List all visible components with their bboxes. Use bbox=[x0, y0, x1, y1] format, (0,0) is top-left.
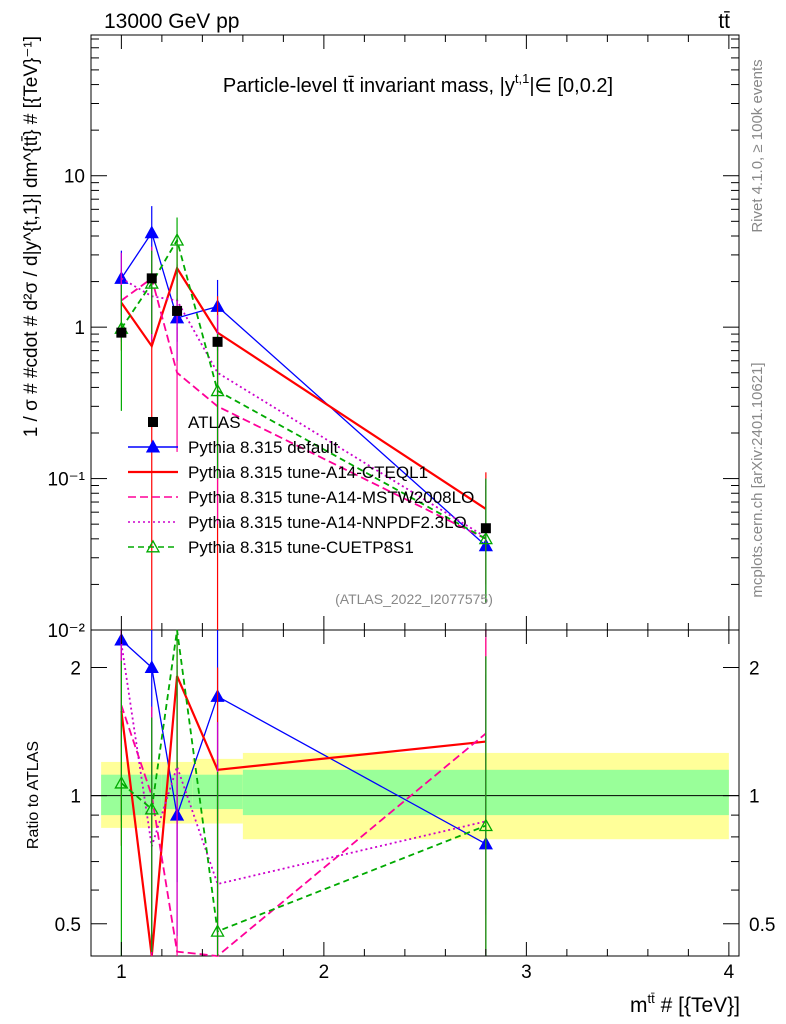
y-tick-label: 10 bbox=[64, 167, 85, 188]
atlas-data-point bbox=[172, 305, 183, 316]
main-series-marker bbox=[210, 383, 225, 397]
legend-marker bbox=[145, 439, 161, 453]
plot-title-main: Particle-level tt̄ invariant mass, |y bbox=[223, 75, 515, 97]
main-series-marker bbox=[478, 531, 493, 545]
x-tick-label: 1 bbox=[116, 962, 127, 983]
x-axis-label-tail: # [{TeV}] bbox=[655, 994, 740, 1017]
legend-label: Pythia 8.315 default bbox=[188, 438, 339, 457]
legend-marker bbox=[145, 539, 161, 553]
y-axis-label: 1 / σ # #cdot # d²σ / d|y^{t,1}| dm^{tt̄… bbox=[21, 36, 42, 437]
ratio-tick-label: 0.5 bbox=[55, 915, 81, 936]
plot-title: Particle-level tt̄ invariant mass, |yt,1… bbox=[223, 71, 613, 97]
ratio-tick-label-right: 2 bbox=[749, 659, 760, 680]
ratio-series-line bbox=[120, 705, 487, 957]
ratio-tick-label: 1 bbox=[70, 787, 81, 808]
legend: ATLAS Pythia 8.315 default Pythia 8.315 tu… bbox=[128, 413, 474, 557]
legend-label: Pythia 8.315 tune-A14-NNPDF2.3LO bbox=[188, 513, 467, 532]
ratio-series-line bbox=[120, 643, 487, 886]
rivet-label: Rivet 4.1.0, ≥ 100k events bbox=[749, 59, 766, 232]
atlas-data-point bbox=[146, 273, 157, 284]
plot-title-tail: |∈ [0,0.2] bbox=[529, 75, 613, 97]
mcplots-label: mcplots.cern.ch [arXiv:2401.10621] bbox=[749, 362, 766, 597]
legend-label: Pythia 8.315 tune-CUETP8S1 bbox=[188, 538, 414, 557]
ratio-series-group bbox=[114, 629, 493, 957]
axis-ticks: 1 2 3 4 10⁻² 10⁻¹ 1 10 0.5 0.5 1 1 2 2 bbox=[48, 35, 775, 983]
x-tick-label: 3 bbox=[521, 962, 532, 983]
atlas-data-point bbox=[480, 523, 491, 534]
ratio-tick-label-right: 0.5 bbox=[749, 915, 775, 936]
x-axis-label: mtt̄ # [{TeV}] bbox=[630, 991, 740, 1017]
legend-label: Pythia 8.315 tune-A14-MSTW2008LO bbox=[188, 488, 474, 507]
ratio-series-marker bbox=[210, 923, 225, 937]
main-series-line bbox=[120, 237, 487, 540]
y-tick-label: 10⁻¹ bbox=[48, 470, 86, 491]
ratio-series-marker bbox=[114, 775, 129, 789]
main-series-marker bbox=[144, 225, 159, 239]
ratio-series-marker bbox=[478, 818, 493, 832]
main-series-line bbox=[120, 276, 487, 540]
x-tick-label: 4 bbox=[724, 962, 735, 983]
ratio-tick-label: 2 bbox=[70, 659, 81, 680]
ratio-y-axis-label: Ratio to ATLAS bbox=[25, 741, 42, 849]
y-tick-label: 1 bbox=[74, 318, 85, 339]
analysis-id: (ATLAS_2022_I2077575) bbox=[335, 591, 493, 607]
legend-atlas-marker bbox=[148, 417, 158, 427]
atlas-data-point bbox=[212, 336, 223, 347]
ratio-series-marker bbox=[144, 801, 159, 815]
atlas-data-point bbox=[116, 327, 127, 338]
process-label: tt̄ bbox=[718, 10, 730, 33]
main-series-group bbox=[114, 206, 493, 630]
legend-label: Pythia 8.315 tune-A14-CTEQL1 bbox=[188, 463, 428, 482]
ratio-panel-frame bbox=[90, 629, 740, 957]
ratio-tick-label-right: 1 bbox=[749, 787, 760, 808]
plot-title-sup: t,1 bbox=[515, 71, 529, 86]
legend-label: ATLAS bbox=[188, 413, 241, 432]
ratio-series-line bbox=[120, 629, 487, 933]
x-tick-label: 2 bbox=[319, 962, 330, 983]
x-axis-label-main: m bbox=[630, 994, 648, 1017]
collision-label: 13000 GeV pp bbox=[104, 10, 239, 33]
main-series-marker bbox=[169, 232, 185, 246]
ratio-series-marker bbox=[144, 660, 159, 673]
x-axis-label-sup: tt̄ bbox=[648, 991, 656, 1006]
y-tick-label: 10⁻² bbox=[48, 621, 86, 642]
